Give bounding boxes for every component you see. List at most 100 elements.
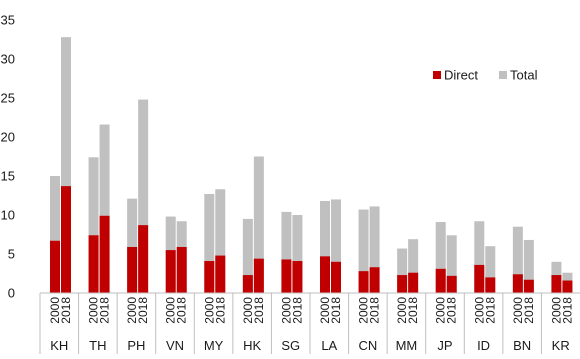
bar-total — [474, 221, 485, 293]
x-tick-year: 2000 — [279, 297, 293, 324]
x-tick-year: 2000 — [125, 297, 139, 324]
x-tick-year: 2000 — [318, 297, 332, 324]
x-tick-year: 2018 — [560, 297, 574, 324]
bar-total — [485, 246, 496, 293]
bar-direct — [446, 275, 457, 293]
x-tick-country: HK — [243, 338, 261, 353]
x-tick-country: PH — [127, 338, 145, 353]
bar-total — [215, 189, 226, 293]
bar-direct — [562, 280, 573, 293]
bar-direct — [215, 255, 226, 293]
bar-total — [512, 226, 523, 293]
legend-swatch — [499, 71, 507, 79]
bar-total — [281, 211, 292, 293]
y-tick-label: 0 — [8, 286, 15, 301]
bar-direct — [369, 267, 380, 293]
x-tick-year: 2018 — [98, 297, 112, 324]
bar-direct — [176, 246, 187, 293]
x-tick-year: 2000 — [434, 297, 448, 324]
x-tick-country: TH — [89, 338, 106, 353]
x-tick-year: 2000 — [48, 297, 62, 324]
legend-swatch — [433, 71, 441, 79]
x-tick-year: 2018 — [329, 297, 343, 324]
bar-direct — [331, 261, 341, 293]
bar-direct — [127, 246, 138, 293]
x-tick-year: 2018 — [368, 297, 382, 324]
y-axis-ticks: 0 5 10 15 20 25 30 35 — [1, 13, 15, 301]
legend-label: Direct — [444, 68, 478, 83]
bar-direct — [485, 277, 496, 293]
x-tick-year: 2018 — [136, 297, 150, 324]
x-tick-year: 2018 — [213, 297, 227, 324]
bar-total — [408, 239, 419, 293]
bar-direct — [397, 275, 408, 293]
x-tick-country: JP — [437, 338, 452, 353]
y-tick-label: 15 — [1, 169, 15, 184]
bar-direct — [551, 275, 562, 293]
bar-direct — [99, 215, 110, 293]
bar-direct — [61, 186, 71, 293]
x-tick-year: 2000 — [87, 297, 101, 324]
legend: Direct Total — [433, 68, 538, 83]
x-tick-year: 2018 — [175, 297, 189, 324]
bar-direct — [204, 261, 215, 293]
bar-direct — [292, 261, 303, 293]
bar-direct — [138, 225, 149, 293]
x-tick-country: SG — [281, 338, 300, 353]
bars — [50, 37, 573, 294]
bar-direct — [50, 240, 60, 293]
y-tick-label: 25 — [1, 91, 15, 106]
bar-total — [435, 222, 446, 293]
bar-direct — [242, 275, 253, 293]
bar-total — [127, 198, 138, 293]
x-tick-year: 2000 — [395, 297, 409, 324]
legend-label: Total — [510, 68, 538, 83]
bar-direct — [281, 259, 292, 293]
bar-total — [358, 209, 369, 293]
x-tick-year: 2018 — [483, 297, 497, 324]
bar-total — [320, 200, 330, 293]
bar-direct — [88, 235, 99, 293]
x-tick-country: BN — [513, 338, 531, 353]
x-tick-country: KR — [552, 338, 570, 353]
x-tick-country: KH — [50, 338, 68, 353]
x-tick-year: 2018 — [59, 297, 73, 324]
bar-total — [242, 218, 253, 293]
x-tick-year: 2018 — [290, 297, 304, 324]
bar-direct — [320, 256, 330, 293]
bar-total — [253, 156, 264, 293]
bar-total — [138, 99, 149, 293]
bar-direct — [512, 274, 523, 293]
bar-direct — [474, 264, 485, 293]
y-tick-label: 20 — [1, 130, 15, 145]
bar-direct — [435, 268, 446, 293]
x-tick-year: 2000 — [357, 297, 371, 324]
bar-total — [88, 157, 99, 293]
bar-direct — [523, 279, 534, 293]
x-tick-year: 2000 — [511, 297, 525, 324]
x-tick-year: 2000 — [472, 297, 486, 324]
x-tick-year: 2018 — [406, 297, 420, 324]
x-axis-country-labels: KH TH PH VN MY HK SG LA CN MM JP ID BN KR — [50, 338, 569, 353]
x-tick-country: ID — [477, 338, 490, 353]
x-tick-country: CN — [358, 338, 377, 353]
bar-direct — [408, 272, 419, 293]
bar-total — [369, 206, 380, 293]
x-tick-country: LA — [321, 338, 337, 353]
bar-total — [61, 37, 71, 293]
bar-direct — [253, 258, 264, 293]
x-tick-country: VN — [166, 338, 184, 353]
x-tick-year: 2018 — [522, 297, 536, 324]
bar-total — [292, 215, 303, 293]
bar-total — [50, 176, 60, 293]
bar-total — [446, 235, 457, 293]
x-tick-year: 2018 — [445, 297, 459, 324]
x-tick-year: 2000 — [549, 297, 563, 324]
x-tick-year: 2000 — [202, 297, 216, 324]
y-tick-label: 10 — [1, 208, 15, 223]
bar-direct — [358, 271, 369, 293]
y-tick-label: 30 — [1, 52, 15, 67]
x-tick-year: 2000 — [241, 297, 255, 324]
